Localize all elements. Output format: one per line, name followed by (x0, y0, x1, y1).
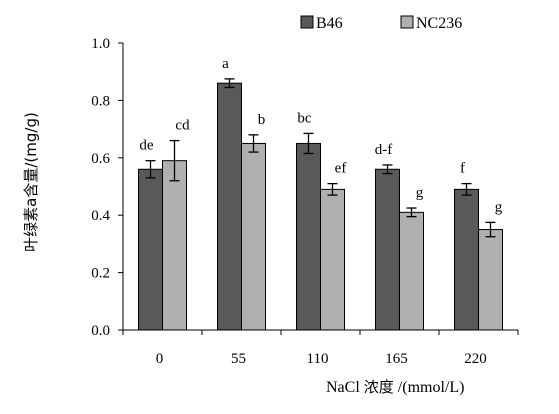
x-axis: 0 55 110 165 220 (122, 329, 519, 367)
y-tick-label: 0.2 (91, 266, 110, 282)
error-bar (461, 182, 472, 196)
bar-b46 (454, 188, 479, 331)
bars (138, 82, 503, 331)
x-axis-label-unit: /(mmol/L) (394, 379, 465, 396)
legend-swatch-nc236 (400, 15, 414, 29)
legend-label-b46: B46 (316, 15, 343, 32)
significance-letter: b (258, 112, 266, 128)
significance-letter: ef (335, 161, 347, 177)
y-tick-label: 1.0 (91, 36, 110, 52)
x-tick-label: 165 (385, 351, 408, 367)
x-axis-label: NaCl 浓度 /(mmol/L) (326, 378, 464, 396)
bar-nc236 (241, 142, 266, 331)
significance-letter: cd (175, 118, 190, 134)
bar-nc236 (399, 211, 424, 331)
significance-letter: a (222, 56, 229, 72)
legend-swatch-b46 (300, 15, 314, 29)
significance-letters: de a bc d-f f cd b ef g g (139, 56, 502, 216)
error-bar (485, 221, 496, 238)
error-bar (145, 160, 156, 179)
legend-label-nc236: NC236 (416, 15, 462, 32)
x-tick-label: 220 (464, 351, 487, 367)
x-axis-label-prefix: NaCl (326, 379, 360, 396)
bar-b46 (217, 82, 242, 331)
y-tick-label: 0.8 (91, 93, 110, 109)
significance-letter: g (495, 199, 503, 215)
bar-b46 (375, 168, 400, 331)
legend: B46 NC236 (300, 15, 462, 32)
significance-letter: f (460, 161, 465, 177)
bar-b46 (296, 142, 321, 331)
error-bar (327, 182, 338, 196)
x-tick-label: 0 (156, 351, 164, 367)
significance-letter: g (416, 185, 424, 201)
error-bar (406, 207, 417, 218)
error-bar (224, 78, 235, 89)
y-tick-label: 0.0 (91, 323, 110, 339)
bar-nc236 (162, 160, 187, 331)
significance-letter: bc (297, 110, 312, 126)
significance-letter: d-f (375, 142, 393, 158)
error-bar (303, 132, 314, 155)
y-axis-label: 叶绿素a含量/(mg/g) (22, 112, 40, 252)
y-tick-label: 0.4 (91, 208, 110, 224)
bar-nc236 (478, 229, 503, 331)
significance-letter: de (139, 138, 154, 154)
x-tick-label: 55 (231, 351, 246, 367)
error-bar (382, 164, 393, 175)
error-bar (248, 134, 259, 153)
x-axis-label-cn: 浓度 (364, 378, 394, 396)
bar-b46 (138, 168, 163, 331)
y-axis: 0.0 0.2 0.4 0.6 0.8 1.0 (91, 36, 124, 339)
error-bar (169, 139, 180, 182)
error-bars (145, 78, 496, 238)
y-tick-label: 0.6 (91, 151, 110, 167)
x-tick-label: 110 (307, 351, 329, 367)
bar-nc236 (320, 188, 345, 331)
